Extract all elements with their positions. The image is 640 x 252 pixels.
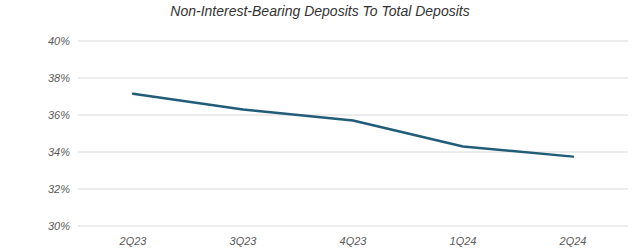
y-tick-label: 36% <box>48 109 70 121</box>
grid-line <box>78 189 628 190</box>
y-tick-label: 34% <box>48 146 70 158</box>
y-tick-label: 40% <box>48 35 70 47</box>
y-tick-label: 30% <box>48 220 70 232</box>
grid-line <box>78 115 628 116</box>
y-tick-label: 32% <box>48 183 70 195</box>
grid-line <box>78 226 628 227</box>
grid-line <box>78 41 628 42</box>
x-tick-label: 2Q23 <box>119 235 148 247</box>
chart: Non-Interest-Bearing Deposits To Total D… <box>0 0 640 252</box>
title: Non-Interest-Bearing Deposits To Total D… <box>170 3 469 19</box>
x-tick-label: 3Q23 <box>230 235 258 247</box>
grid-line <box>78 152 628 153</box>
plot-area <box>133 94 573 157</box>
data-line <box>133 94 573 157</box>
x-tick-label: 4Q23 <box>340 235 368 247</box>
x-tick-label: 2Q24 <box>559 235 587 247</box>
x-tick-label: 1Q24 <box>450 235 477 247</box>
y-tick-label: 38% <box>48 72 70 84</box>
grid-line <box>78 78 628 79</box>
